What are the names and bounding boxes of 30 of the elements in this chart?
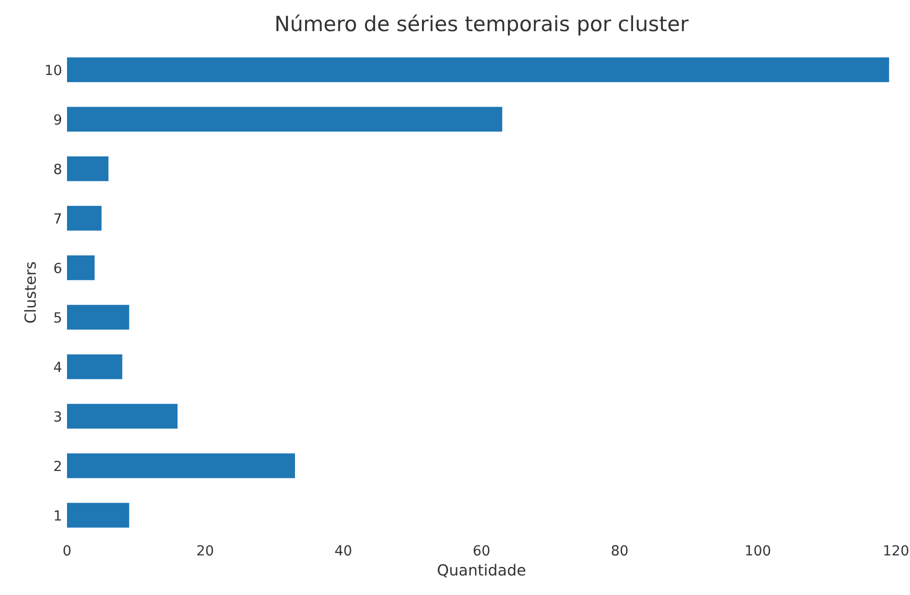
y-axis-title: Clusters — [24, 262, 36, 323]
y-tick-label: 8 — [54, 164, 62, 174]
x-tick-label: 20 — [197, 545, 214, 556]
chart-title: Número de séries temporais por cluster — [276, 14, 689, 36]
bar — [67, 206, 102, 231]
bar — [67, 57, 890, 82]
y-tick-label: 5 — [54, 312, 61, 323]
bar — [67, 304, 130, 330]
bar — [67, 453, 295, 478]
x-tick-label: 120 — [884, 545, 908, 556]
y-tick-label: 7 — [54, 213, 61, 224]
bar — [67, 354, 122, 380]
bar — [67, 255, 95, 280]
x-tick-label: 80 — [612, 545, 628, 556]
y-tick-label: 4 — [54, 362, 62, 372]
y-tick-label: 6 — [54, 262, 62, 274]
y-tick-label: 3 — [54, 411, 62, 422]
bar — [67, 404, 178, 429]
bar — [67, 106, 502, 132]
x-tick-label: 100 — [746, 545, 770, 556]
y-tick-label: 9 — [54, 114, 62, 125]
bar — [67, 156, 108, 182]
x-axis-title: Quantidade — [438, 564, 526, 578]
y-tick-label: 1 — [54, 510, 61, 521]
x-tick-label: 0 — [63, 545, 70, 556]
y-tick-label: 2 — [54, 460, 61, 472]
y-tick-label: 10 — [46, 64, 62, 76]
x-tick-label: 60 — [474, 545, 490, 556]
x-tick-label: 40 — [335, 545, 352, 556]
bar — [67, 502, 130, 528]
